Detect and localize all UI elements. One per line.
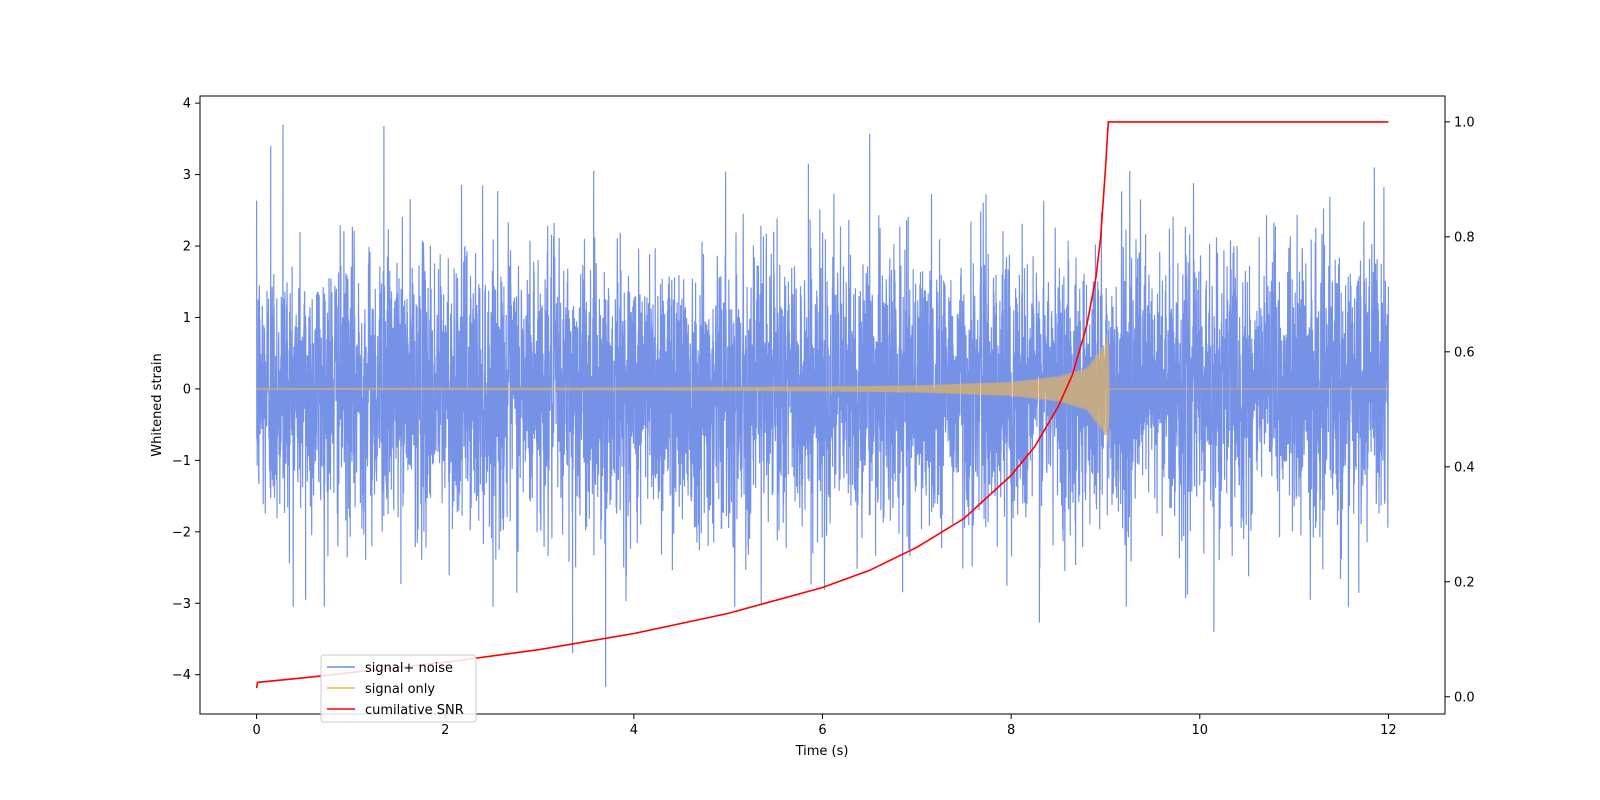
y2-tick-label: 0.4 [1454,460,1475,475]
x-tick-label: 4 [630,723,638,738]
signal-noise-series [256,124,1389,687]
y-tick-label: −2 [172,525,191,540]
y2-tick-label: 0.2 [1454,575,1475,590]
y-tick-label: 3 [183,168,191,183]
y2-tick-label: 0.8 [1454,230,1475,245]
x-axis-label: Time (s) [795,744,849,759]
x-tick-label: 2 [441,723,449,738]
y-tick-label: 2 [183,240,191,255]
signal-only-line [256,333,1389,445]
x-tick-label: 8 [1007,723,1015,738]
y-axis-left: −4 −3 −2 −1 0 1 2 3 4 [172,97,200,683]
y2-tick-label: 0.0 [1454,690,1475,705]
y2-tick-label: 0.6 [1454,345,1475,360]
legend: signal+ noise signal only cumilative SNR [320,654,477,723]
x-axis: 0 2 4 6 8 10 12 [252,714,1397,738]
x-tick-label: 0 [252,723,260,738]
signal-only-series [256,333,1389,445]
legend-label-signal-only: signal only [365,682,435,697]
y-tick-label: −3 [172,597,191,612]
legend-label-signal-noise: signal+ noise [365,661,453,676]
signal-noise-line [256,124,1389,687]
y-tick-label: 4 [183,97,191,112]
y2-tick-label: 1.0 [1454,115,1475,130]
y-tick-label: −4 [172,668,191,683]
legend-label-cumulative-snr: cumilative SNR [365,703,464,718]
y-axis-right: 0.0 0.2 0.4 0.6 0.8 1.0 [1445,115,1475,705]
y-axis-label: Whitened strain [150,353,165,456]
x-tick-label: 12 [1380,723,1397,738]
y-tick-label: 0 [183,382,191,397]
x-tick-label: 10 [1191,723,1208,738]
y-tick-label: −1 [172,454,191,469]
legend-box [320,654,477,723]
x-tick-label: 6 [818,723,826,738]
y-tick-label: 1 [183,311,191,326]
